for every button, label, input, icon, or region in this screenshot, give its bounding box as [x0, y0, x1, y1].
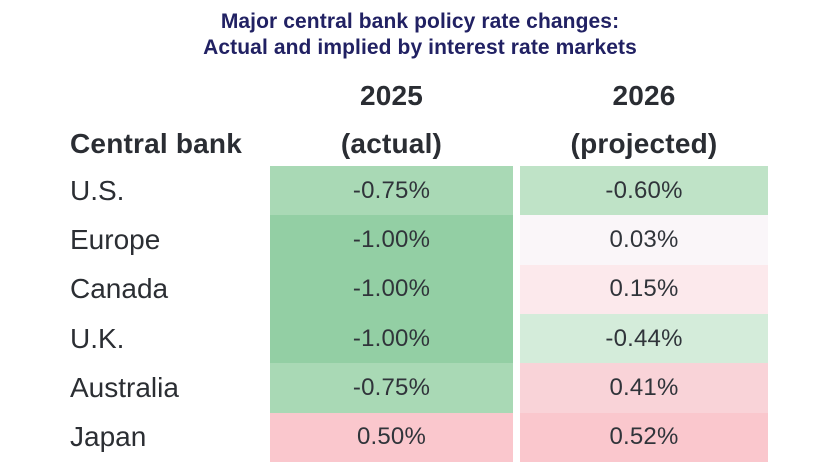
column-gutter [513, 363, 520, 413]
row-label: U.K. [70, 322, 125, 354]
header-cell-projected: (projected) [570, 128, 718, 159]
chart-title-line2: Actual and implied by interest rate mark… [203, 36, 637, 59]
header-cell-actual: (actual) [340, 128, 443, 159]
row-label: U.S. [70, 174, 125, 206]
table-row: Japan 0.50% 0.52% [0, 412, 840, 462]
table-row: Canada -1.00% 0.15% [0, 264, 840, 314]
row-label: Australia [70, 371, 179, 403]
row-label: Europe [70, 223, 161, 255]
table-row: Europe -1.00% 0.03% [0, 215, 840, 265]
column-gutter [513, 166, 520, 216]
table-row: U.K. -1.00% -0.44% [0, 313, 840, 364]
projected-cell: -0.60% [520, 166, 768, 216]
table-row: Australia -0.75% 0.41% [0, 363, 840, 413]
table-body: U.S. -0.75% -0.60% Europe -1.00% 0.03% C… [0, 166, 840, 462]
column-gutter [513, 215, 520, 265]
table-row: U.S. -0.75% -0.60% [0, 166, 840, 216]
header-row-years: 2025 2026 [0, 62, 840, 112]
projected-cell: 0.15% [520, 264, 768, 314]
row-label: Japan [70, 421, 147, 453]
actual-cell: 0.50% [270, 412, 513, 462]
actual-cell: -0.75% [270, 166, 513, 216]
header-cell-central-bank: Central bank [70, 128, 242, 159]
projected-cell: 0.52% [520, 412, 768, 462]
column-gutter [513, 264, 520, 314]
chart-title-line1: Major central bank policy rate changes: [220, 10, 620, 33]
projected-cell: 0.41% [520, 363, 768, 413]
actual-cell: -1.00% [270, 264, 513, 314]
actual-cell: -1.00% [270, 215, 513, 265]
chart-title: Major central bank policy rate changes: … [0, 0, 840, 62]
column-gutter [513, 313, 520, 364]
actual-cell: -0.75% [270, 363, 513, 413]
column-gutter [513, 412, 520, 462]
projected-cell: -0.44% [520, 313, 768, 364]
row-label: Canada [70, 273, 169, 305]
header-row-labels: Central bank (actual) (projected) [0, 112, 840, 166]
header-cell-2025: 2025 [359, 80, 424, 111]
header-cell-2026: 2026 [612, 80, 676, 111]
actual-cell: -1.00% [270, 313, 513, 364]
projected-cell: 0.03% [520, 215, 768, 265]
